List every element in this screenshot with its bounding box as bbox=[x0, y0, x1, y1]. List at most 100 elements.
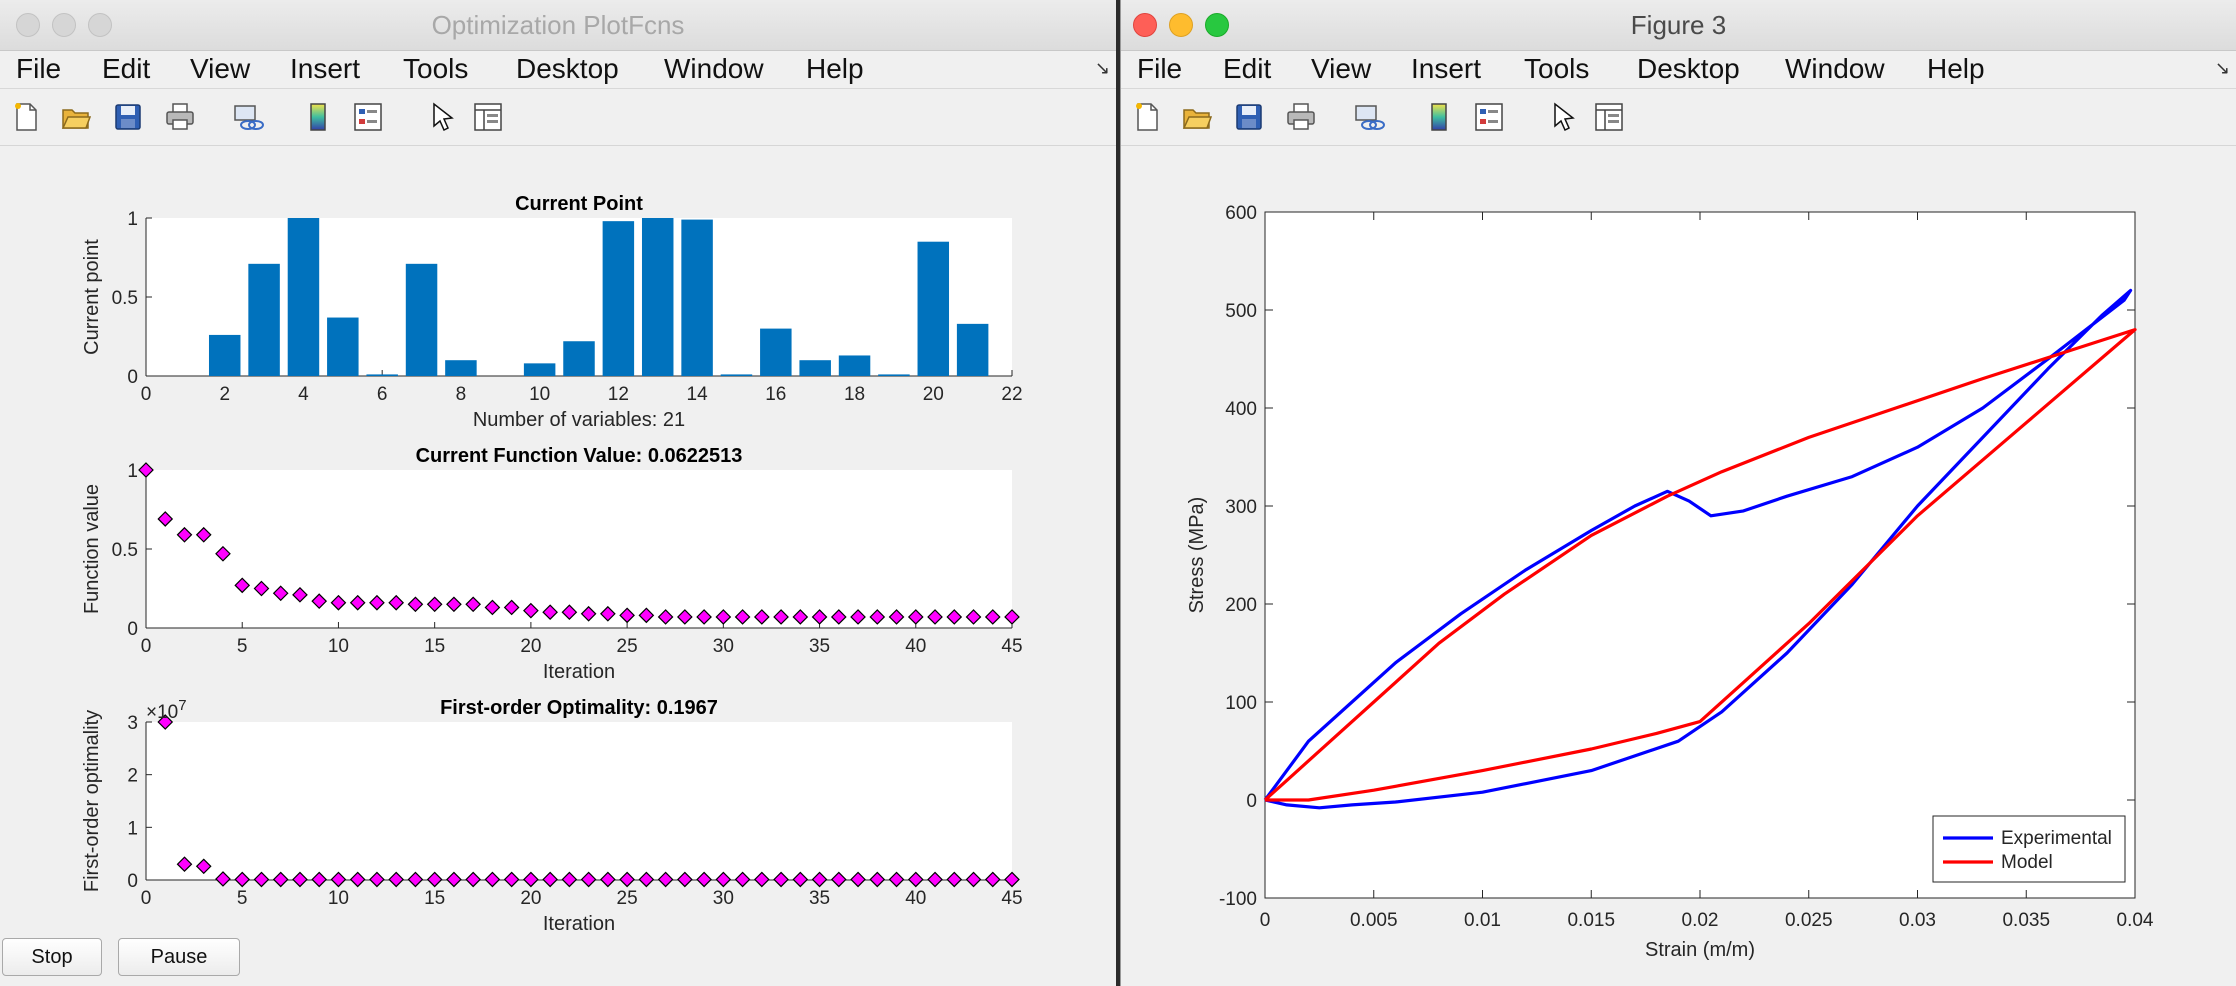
bar-chart-x-tick-label: 2 bbox=[219, 384, 230, 405]
function-value-chart-point bbox=[426, 596, 443, 613]
bar-chart-y-tick-label: 0 bbox=[127, 367, 138, 388]
optimality-chart-point bbox=[792, 871, 809, 888]
menu-window[interactable]: Window bbox=[1785, 53, 1885, 84]
function-value-chart-point bbox=[465, 596, 482, 613]
print-icon[interactable] bbox=[164, 101, 196, 133]
optimality-chart-point bbox=[638, 871, 655, 888]
menu-edit[interactable]: Edit bbox=[102, 53, 151, 84]
optimality-chart-point bbox=[888, 871, 905, 888]
zoom-button[interactable] bbox=[88, 13, 112, 37]
pointer-icon[interactable] bbox=[425, 101, 457, 133]
optimality-chart-point bbox=[657, 871, 674, 888]
optimality-chart-point bbox=[984, 871, 1001, 888]
menu-edit[interactable]: Edit bbox=[1223, 53, 1272, 84]
optimality-chart-point bbox=[676, 871, 693, 888]
menu-tools[interactable]: Tools bbox=[403, 53, 469, 84]
title-bar[interactable]: Figure 3 bbox=[1121, 0, 2236, 51]
function-value-chart-point bbox=[830, 609, 847, 625]
insert-colorbar-icon[interactable] bbox=[1423, 101, 1455, 133]
optimality-chart-point bbox=[927, 871, 943, 888]
legend-label: Experimental bbox=[2001, 828, 2112, 849]
link-plot-icon[interactable] bbox=[232, 101, 264, 133]
insert-legend-icon[interactable] bbox=[352, 101, 384, 133]
menu-desktop[interactable]: Desktop bbox=[516, 53, 619, 84]
function-value-chart-point bbox=[888, 609, 905, 625]
optimality-chart-x-tick-label: 45 bbox=[1001, 888, 1022, 909]
optimality-chart-point bbox=[503, 871, 520, 888]
hysteresis-x-tick-label: 0.025 bbox=[1785, 910, 1833, 931]
pointer-icon[interactable] bbox=[1546, 101, 1578, 133]
menu-view[interactable]: View bbox=[1311, 53, 1372, 84]
minimize-button[interactable] bbox=[1169, 13, 1193, 37]
menu-tools[interactable]: Tools bbox=[1524, 53, 1590, 84]
bar-chart-x-tick-label: 18 bbox=[844, 384, 865, 405]
menu-desktop[interactable]: Desktop bbox=[1637, 53, 1740, 84]
close-button[interactable] bbox=[1133, 13, 1157, 37]
close-button[interactable] bbox=[16, 13, 40, 37]
hysteresis-y-tick-label: 300 bbox=[1225, 497, 1257, 518]
menu-bar: File Edit View Insert Tools Desktop Wind… bbox=[1121, 50, 2236, 89]
menu-window[interactable]: Window bbox=[664, 53, 764, 84]
save-icon[interactable] bbox=[1233, 101, 1265, 133]
optimality-chart-point bbox=[965, 871, 982, 888]
optimality-chart-point bbox=[369, 871, 385, 888]
menu-insert[interactable]: Insert bbox=[290, 53, 361, 84]
bar-chart-bar bbox=[878, 374, 910, 376]
window-title: Optimization PlotFcns bbox=[431, 10, 685, 40]
hysteresis-y-tick-label: 100 bbox=[1225, 693, 1257, 714]
menu-bar: File Edit View Insert Tools Desktop Wind… bbox=[0, 50, 1116, 89]
bar-chart-bar bbox=[327, 317, 359, 376]
function-value-chart-y-tick-label: 0 bbox=[127, 619, 138, 640]
insert-legend-icon[interactable] bbox=[1473, 101, 1505, 133]
print-icon[interactable] bbox=[1285, 101, 1317, 133]
property-inspector-icon[interactable] bbox=[472, 101, 504, 133]
new-figure-icon[interactable] bbox=[1131, 101, 1163, 133]
optimality-chart-point bbox=[715, 871, 732, 888]
bar-chart-bar bbox=[760, 328, 792, 376]
title-bar[interactable]: Optimization PlotFcns bbox=[0, 0, 1116, 51]
function-value-chart-point bbox=[619, 607, 635, 624]
stop-button[interactable]: Stop bbox=[2, 938, 102, 976]
zoom-button[interactable] bbox=[1205, 13, 1229, 37]
function-value-chart-point bbox=[734, 609, 751, 625]
bar-chart-x-tick-label: 22 bbox=[1001, 384, 1022, 405]
open-file-icon[interactable] bbox=[60, 101, 92, 133]
new-figure-icon[interactable] bbox=[10, 101, 42, 133]
bar-chart-bar bbox=[287, 218, 320, 376]
function-value-chart-point bbox=[696, 609, 712, 625]
pause-button[interactable]: Pause bbox=[118, 938, 240, 976]
function-value-chart-point bbox=[311, 593, 328, 609]
menu-overflow-arrow-icon[interactable]: ↘ bbox=[1094, 58, 1110, 78]
hysteresis-y-tick-label: 500 bbox=[1225, 301, 1257, 322]
menu-overflow-arrow-icon[interactable]: ↘ bbox=[2214, 58, 2230, 78]
optimality-chart-x-tick-label: 40 bbox=[905, 888, 926, 909]
function-value-chart-point bbox=[369, 594, 385, 611]
optimality-chart-point bbox=[580, 871, 597, 888]
open-file-icon[interactable] bbox=[1181, 101, 1213, 133]
bar-chart-x-tick-label: 10 bbox=[529, 384, 550, 405]
legend-label: Model bbox=[2001, 852, 2053, 873]
menu-view[interactable]: View bbox=[190, 53, 251, 84]
function-value-chart-point bbox=[946, 609, 963, 625]
menu-insert[interactable]: Insert bbox=[1411, 53, 1482, 84]
function-value-chart-point bbox=[676, 609, 693, 625]
bar-chart-x-tick-label: 14 bbox=[687, 384, 709, 405]
menu-file[interactable]: File bbox=[16, 53, 62, 84]
optimality-chart-y-tick-label: 2 bbox=[127, 766, 138, 787]
link-plot-icon[interactable] bbox=[1353, 101, 1385, 133]
property-inspector-icon[interactable] bbox=[1593, 101, 1625, 133]
save-icon[interactable] bbox=[112, 101, 144, 133]
function-value-chart-point bbox=[195, 526, 212, 543]
hysteresis-x-tick-label: 0.035 bbox=[2002, 910, 2050, 931]
minimize-button[interactable] bbox=[52, 13, 76, 37]
insert-colorbar-icon[interactable] bbox=[302, 101, 334, 133]
menu-help[interactable]: Help bbox=[1927, 53, 1985, 84]
bar-chart-x-tick-label: 16 bbox=[765, 384, 786, 405]
menu-help[interactable]: Help bbox=[806, 53, 864, 84]
hysteresis-x-tick-label: 0 bbox=[1260, 910, 1271, 931]
function-value-chart-x-tick-label: 5 bbox=[237, 636, 248, 657]
function-value-chart-point bbox=[600, 605, 616, 622]
function-value-chart-point bbox=[407, 596, 424, 613]
menu-file[interactable]: File bbox=[1137, 53, 1183, 84]
